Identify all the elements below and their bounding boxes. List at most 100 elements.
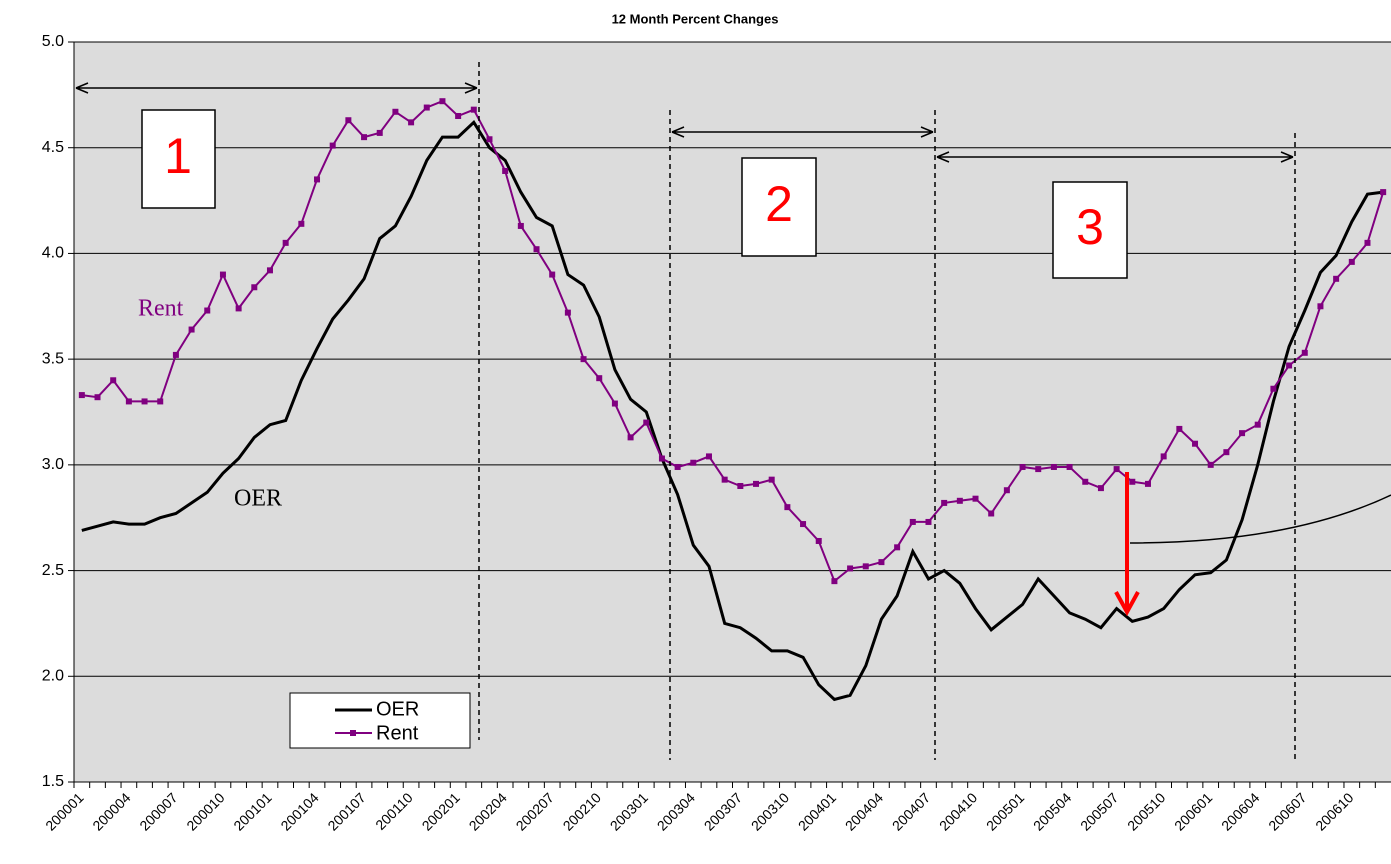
series-marker	[361, 134, 368, 141]
y-tick-label: 2.5	[42, 562, 64, 579]
series-marker	[502, 167, 509, 174]
x-tick-label: 200201	[419, 789, 463, 833]
x-tick-label: 200001	[42, 789, 86, 833]
series-note: OER	[234, 486, 282, 512]
x-tick-label: 200210	[560, 789, 604, 833]
series-marker	[1144, 480, 1151, 487]
series-marker	[517, 222, 524, 229]
series-marker	[674, 463, 681, 470]
x-tick-label: 200204	[466, 789, 510, 833]
series-marker	[768, 476, 775, 483]
x-tick-label: 200110	[372, 789, 416, 833]
series-marker	[564, 309, 571, 316]
series-marker	[753, 480, 760, 487]
series-marker	[235, 305, 242, 312]
y-tick-label: 1.5	[42, 773, 64, 790]
series-marker	[1301, 349, 1308, 356]
x-tick-label: 200104	[277, 789, 321, 833]
series-marker	[941, 499, 948, 506]
x-tick-label: 200404	[842, 789, 886, 833]
series-marker	[1223, 449, 1230, 456]
series-marker	[1239, 430, 1246, 437]
series-marker	[1003, 487, 1010, 494]
chart-title: 12 Month Percent Changes	[612, 11, 779, 26]
series-marker	[1348, 258, 1355, 265]
series-marker	[1270, 385, 1277, 392]
series-marker	[94, 394, 101, 401]
series-marker	[125, 398, 132, 405]
y-tick-label: 3.5	[42, 350, 64, 367]
x-tick-label: 200610	[1312, 789, 1356, 833]
x-tick-label: 200410	[936, 789, 980, 833]
series-marker	[188, 326, 195, 333]
series-marker	[470, 106, 477, 113]
series-marker	[1129, 478, 1136, 485]
x-tick-label: 200607	[1265, 789, 1309, 833]
x-tick-label: 200501	[983, 789, 1027, 833]
red-arrow	[1114, 472, 1140, 617]
series-marker	[345, 117, 352, 124]
x-tick-label: 200601	[1171, 789, 1215, 833]
x-tick-label: 200504	[1030, 789, 1074, 833]
series-marker	[1097, 485, 1104, 492]
series-marker	[1333, 275, 1340, 282]
series-marker	[847, 565, 854, 572]
series-marker	[439, 98, 446, 105]
x-tick-label: 200604	[1218, 789, 1262, 833]
series-marker	[172, 351, 179, 358]
period-number: 2	[765, 176, 793, 232]
x-tick-label: 200007	[136, 789, 180, 833]
y-tick-label: 4.5	[42, 139, 64, 156]
x-tick-label: 200304	[654, 789, 698, 833]
series-marker	[157, 398, 164, 405]
series-marker	[627, 434, 634, 441]
series-marker	[204, 307, 211, 314]
series-marker	[705, 453, 712, 460]
series-marker	[219, 271, 226, 278]
annotations	[75, 62, 1391, 760]
series-marker	[141, 398, 148, 405]
series-marker	[549, 271, 556, 278]
grid	[68, 41, 1391, 788]
x-tick-label: 200010	[183, 789, 227, 833]
series-marker	[737, 483, 744, 489]
x-tick-label: 200301	[607, 789, 651, 833]
period-number: 1	[164, 128, 192, 184]
series-marker	[282, 239, 289, 246]
series-marker	[1364, 239, 1371, 246]
x-tick-label: 200307	[701, 789, 745, 833]
series-marker	[894, 544, 901, 551]
series-line	[81, 100, 1385, 583]
x-tick-label: 200407	[889, 789, 933, 833]
series-marker	[596, 375, 603, 382]
series-marker	[266, 267, 273, 274]
series-marker	[408, 119, 415, 126]
y-tick-label: 4.0	[42, 245, 64, 262]
legend-box	[289, 692, 471, 749]
legend-label: OER	[376, 698, 419, 720]
marks	[78, 98, 1387, 702]
series-marker	[988, 510, 995, 517]
series-marker	[1160, 453, 1167, 460]
x-tick-label: 200310	[748, 789, 792, 833]
series-marker	[486, 136, 493, 143]
x-tick-label: 200401	[795, 789, 839, 833]
series-note: Rent	[138, 296, 184, 322]
series-marker	[643, 419, 650, 426]
legend: OER Rent	[289, 692, 471, 749]
label-box	[741, 157, 817, 257]
series-marker	[533, 246, 540, 253]
y-tick-label: 2.0	[42, 668, 64, 685]
series-line	[81, 119, 1384, 702]
series-marker	[815, 537, 822, 544]
series-marker	[314, 176, 321, 183]
series-marker	[1066, 463, 1073, 470]
x-tick-label: 200101	[230, 789, 274, 833]
series-marker	[1176, 425, 1183, 432]
series-marker	[1019, 463, 1026, 470]
series-marker	[831, 578, 838, 585]
series-marker	[658, 455, 665, 462]
series-marker	[329, 142, 336, 149]
series-marker	[1192, 440, 1199, 447]
